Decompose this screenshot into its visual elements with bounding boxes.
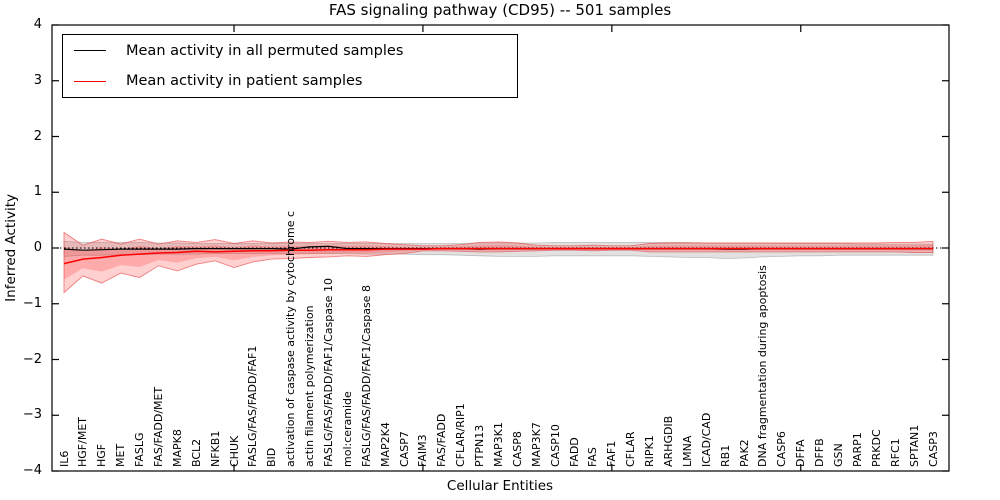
x-tick-label: CFLAR bbox=[624, 431, 638, 467]
x-tick-label: HGF/MET bbox=[76, 417, 90, 467]
y-tick-label: 2 bbox=[33, 128, 42, 144]
x-tick-label: IL6 bbox=[57, 450, 71, 467]
x-tick-label: RB1 bbox=[718, 444, 732, 467]
x-tick-label: SPTAN1 bbox=[907, 424, 921, 467]
x-tick-label: MET bbox=[114, 443, 128, 467]
legend-item-patient: Mean activity in patient samples bbox=[63, 66, 517, 96]
x-tick-label: LMNA bbox=[680, 435, 694, 467]
x-tick-label: FAS/FADD/MET bbox=[151, 386, 165, 467]
x-tick-label: BID bbox=[265, 447, 279, 467]
x-tick-label: MAP3K7 bbox=[529, 422, 543, 467]
x-tick-label: PRKDC bbox=[869, 429, 883, 467]
y-tick-label: 1 bbox=[33, 184, 42, 200]
x-tick-label: NFKB1 bbox=[208, 430, 222, 467]
y-tick-label: −1 bbox=[22, 295, 42, 311]
patient-band bbox=[63, 231, 934, 294]
x-tick-label: actin filament polymerization bbox=[303, 305, 317, 467]
x-tick-label: CFLAR/RIP1 bbox=[454, 403, 468, 467]
legend-box: Mean activity in all permuted samples Me… bbox=[62, 34, 518, 98]
y-tick-label: 4 bbox=[33, 17, 42, 32]
x-tick-label: ARHGDIB bbox=[662, 415, 676, 467]
patient-band-inner bbox=[64, 244, 933, 280]
x-tick-label: activation of caspase activity by cytoch… bbox=[284, 210, 298, 467]
x-tick-label: MAPK8 bbox=[170, 429, 184, 467]
chart-title: FAS signaling pathway (CD95) -- 501 samp… bbox=[328, 1, 672, 19]
y-tick-label: 3 bbox=[33, 72, 42, 88]
x-tick-label: BCL2 bbox=[189, 438, 203, 467]
x-tick-label: PARP1 bbox=[850, 432, 864, 467]
x-tick-label: RIPK1 bbox=[643, 435, 657, 467]
x-tick-label: HGF bbox=[95, 443, 109, 467]
x-tick-label: DNA fragmentation during apoptosis bbox=[756, 265, 770, 467]
x-tick-label: FASLG bbox=[133, 432, 147, 467]
y-tick-label: −4 bbox=[22, 463, 42, 478]
x-axis-label: Cellular Entities bbox=[446, 478, 554, 494]
x-tick-label: FAS bbox=[586, 447, 600, 467]
x-tick-label: CASP3 bbox=[926, 431, 940, 467]
patient-line-swatch bbox=[74, 80, 106, 82]
x-tick-label: FASLG/FAS/FADD/FAF1/Caspase 8 bbox=[359, 285, 373, 467]
x-tick-label: FAF1 bbox=[605, 440, 619, 467]
x-tick-label: FAS/FADD bbox=[435, 413, 449, 467]
y-tick-label: −3 bbox=[22, 407, 42, 423]
x-tick-label: FADD bbox=[567, 437, 581, 467]
y-tick-label: 0 bbox=[33, 240, 42, 255]
x-tick-label: FASLG/FAS/FADD/FAF1/Caspase 10 bbox=[321, 278, 335, 467]
patient-mean-line bbox=[63, 247, 933, 265]
permuted-band bbox=[63, 240, 934, 260]
x-tick-label: mol:ceramide bbox=[340, 391, 354, 467]
x-tick-label: DFFA bbox=[794, 439, 808, 467]
x-tick-label: CASP8 bbox=[510, 431, 524, 467]
x-tick-label: RFC1 bbox=[888, 438, 902, 467]
y-tick-label: −2 bbox=[22, 351, 42, 367]
x-tick-label: MAP3K1 bbox=[492, 422, 505, 467]
legend-item-permuted: Mean activity in all permuted samples bbox=[63, 36, 517, 66]
x-tick-label: ICAD/CAD bbox=[699, 412, 713, 467]
x-tick-label: GSN bbox=[832, 443, 846, 467]
x-tick-label: MAP2K4 bbox=[378, 422, 392, 467]
x-tick-label: CASP10 bbox=[548, 424, 562, 467]
permuted-line-swatch bbox=[74, 50, 106, 52]
x-tick-label: CASP7 bbox=[397, 431, 411, 467]
x-tick-label: PAK2 bbox=[737, 439, 751, 467]
x-tick-label: CHUK bbox=[227, 435, 241, 467]
x-tick-label: FASLG/FAS/FADD/FAF1 bbox=[246, 345, 260, 467]
x-tick-label: CASP6 bbox=[775, 431, 789, 467]
x-tick-label: PTPN13 bbox=[473, 424, 487, 467]
x-tick-label: DFFB bbox=[813, 438, 827, 467]
legend-label-permuted: Mean activity in all permuted samples bbox=[126, 42, 404, 59]
legend-label-patient: Mean activity in patient samples bbox=[126, 73, 363, 90]
x-tick-label: FAIM3 bbox=[416, 434, 430, 467]
